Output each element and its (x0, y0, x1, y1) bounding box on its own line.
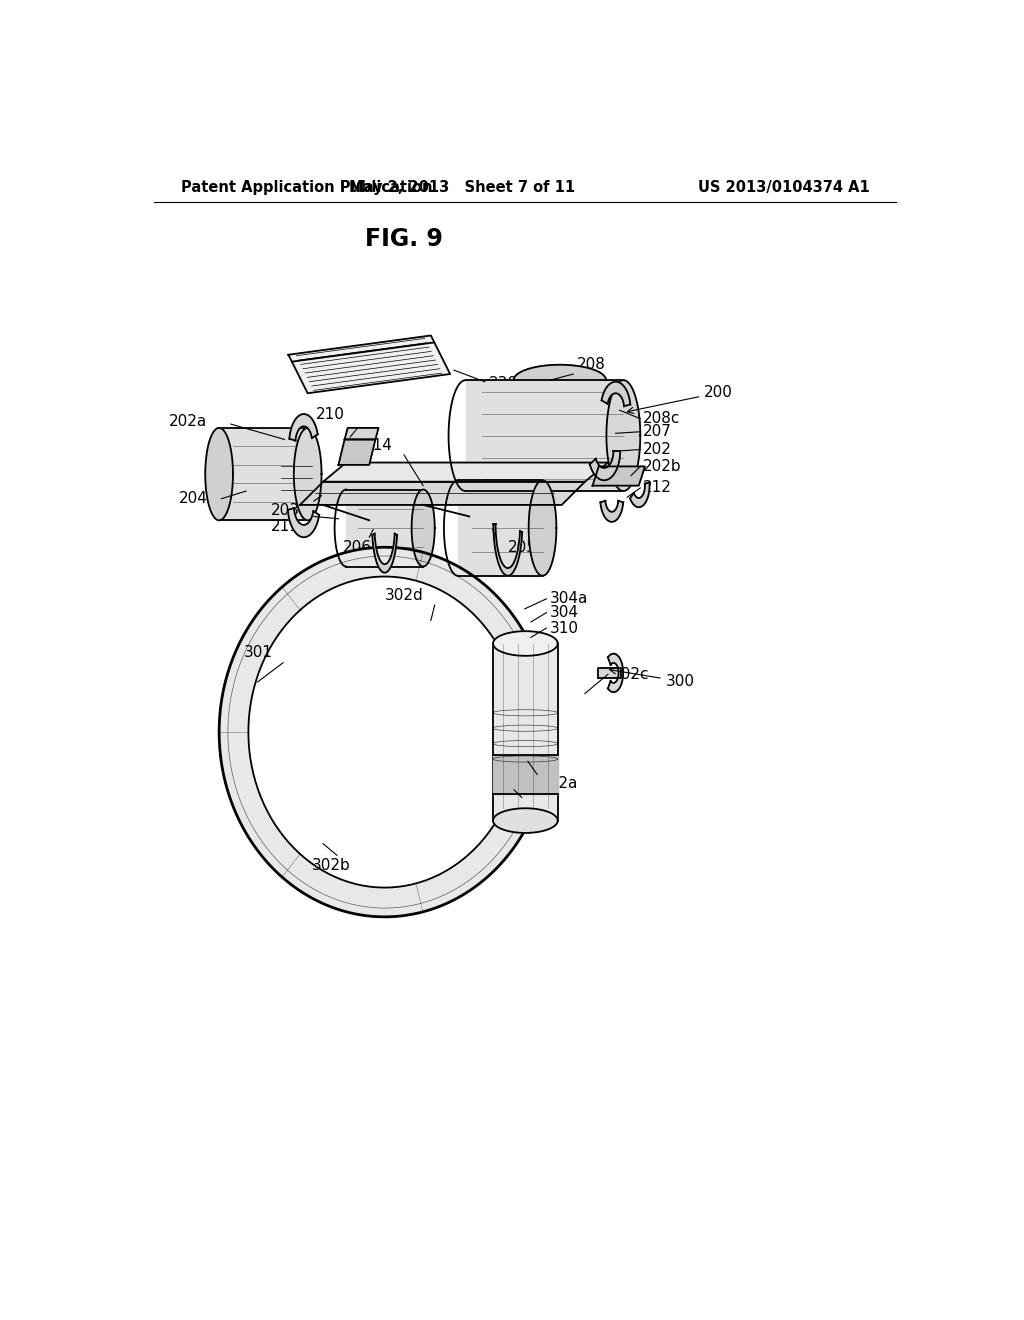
Text: 300: 300 (610, 668, 694, 689)
Polygon shape (593, 466, 645, 486)
Polygon shape (608, 653, 624, 692)
Text: 304a: 304a (550, 591, 589, 606)
Text: 301: 301 (244, 645, 273, 660)
Polygon shape (590, 451, 621, 480)
Polygon shape (494, 524, 522, 576)
Text: 302c: 302c (611, 667, 649, 682)
Polygon shape (600, 500, 624, 521)
Polygon shape (412, 490, 435, 566)
Polygon shape (598, 668, 622, 677)
Polygon shape (601, 381, 631, 407)
Text: 205: 205 (508, 540, 537, 554)
Polygon shape (514, 364, 606, 380)
Polygon shape (528, 480, 556, 576)
Text: 302d: 302d (384, 587, 423, 603)
Text: 211: 211 (271, 519, 300, 533)
Polygon shape (323, 462, 608, 482)
Text: 207: 207 (643, 424, 672, 440)
Text: 203: 203 (271, 503, 300, 519)
Polygon shape (466, 380, 624, 491)
Polygon shape (290, 414, 317, 441)
Text: Patent Application Publication: Patent Application Publication (180, 180, 432, 195)
Polygon shape (219, 428, 307, 520)
Polygon shape (493, 631, 558, 656)
Polygon shape (606, 380, 640, 491)
Text: 204: 204 (178, 491, 208, 507)
Text: 230: 230 (488, 376, 517, 391)
Polygon shape (345, 428, 379, 440)
Text: 302b: 302b (311, 858, 350, 873)
Polygon shape (205, 428, 233, 520)
Text: 304c: 304c (503, 800, 541, 814)
Text: 302a: 302a (541, 776, 579, 791)
Polygon shape (493, 644, 558, 821)
Polygon shape (288, 508, 319, 537)
Polygon shape (373, 533, 397, 573)
Text: 208: 208 (578, 358, 606, 372)
Text: 206: 206 (343, 540, 372, 554)
Text: 208c: 208c (643, 411, 680, 426)
Text: 202a: 202a (169, 414, 208, 429)
Polygon shape (458, 480, 543, 576)
Polygon shape (346, 490, 423, 566)
Text: May 2, 2013   Sheet 7 of 11: May 2, 2013 Sheet 7 of 11 (348, 180, 574, 195)
Polygon shape (630, 482, 649, 507)
Polygon shape (289, 335, 451, 393)
Polygon shape (219, 548, 524, 917)
Polygon shape (339, 440, 376, 465)
Text: 200: 200 (628, 385, 733, 413)
Text: 202b: 202b (643, 459, 681, 474)
Polygon shape (493, 755, 558, 793)
Text: 214: 214 (364, 437, 392, 453)
Text: FIG. 9: FIG. 9 (365, 227, 442, 251)
Polygon shape (300, 482, 585, 506)
Text: 212: 212 (643, 480, 672, 495)
Text: 202: 202 (643, 442, 672, 457)
Text: 304: 304 (550, 605, 580, 620)
Text: 310: 310 (550, 620, 580, 636)
Polygon shape (294, 428, 322, 520)
Text: US 2013/0104374 A1: US 2013/0104374 A1 (698, 180, 869, 195)
Text: 210: 210 (316, 407, 345, 422)
Polygon shape (493, 808, 558, 833)
